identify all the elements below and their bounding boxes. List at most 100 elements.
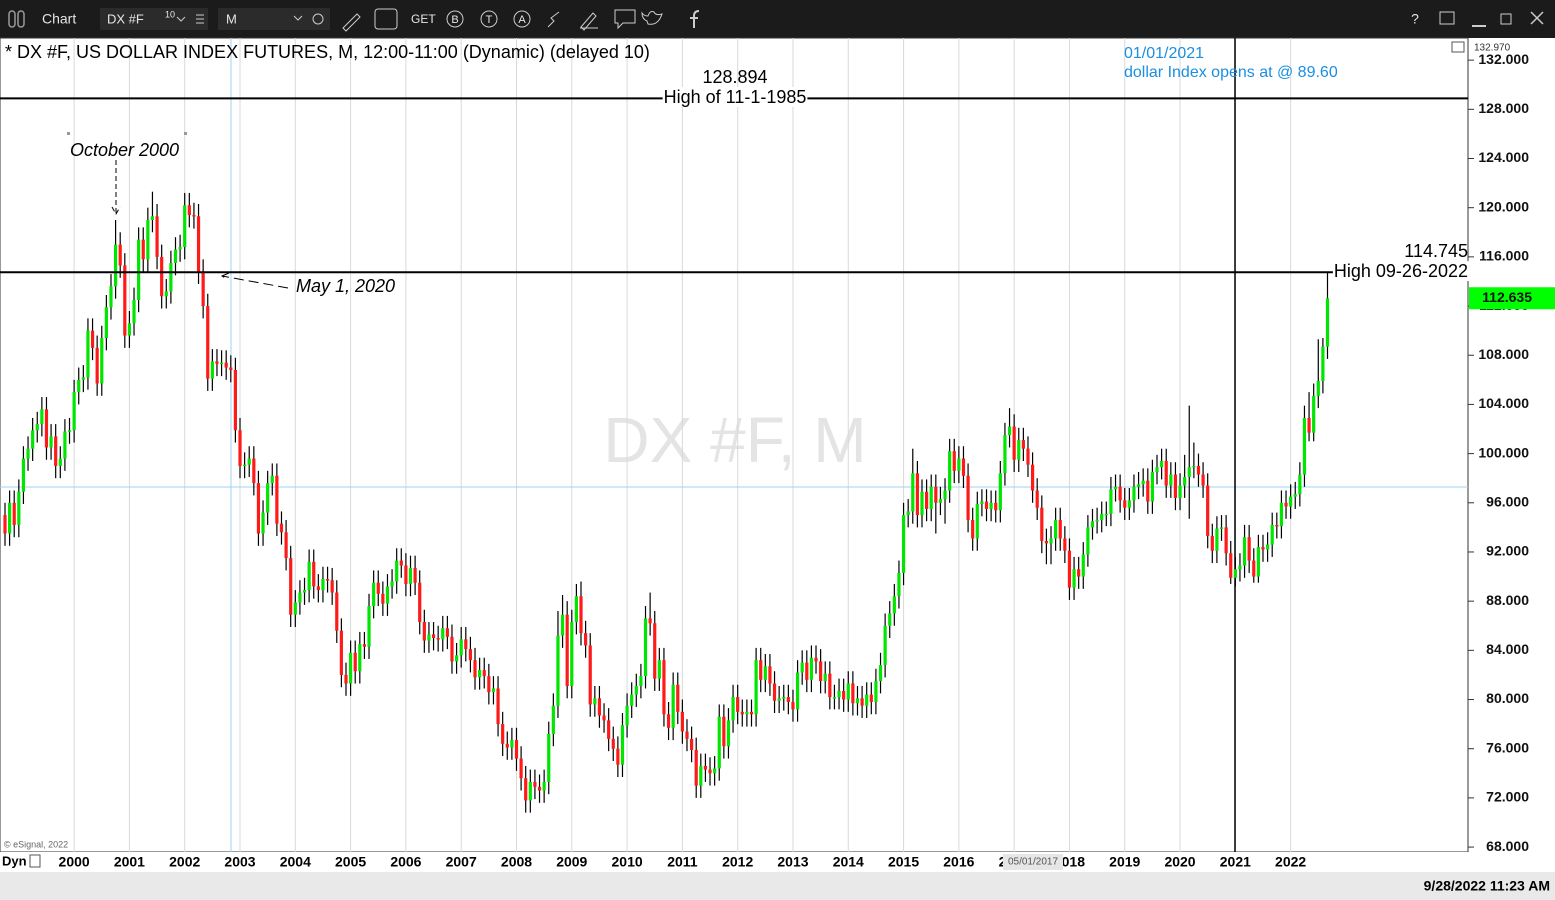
bar-body [1206, 485, 1210, 536]
twitter-icon[interactable] [641, 11, 663, 25]
bar-body [261, 512, 265, 534]
bar-body [1192, 465, 1196, 468]
bar-body [593, 698, 597, 705]
y-tick-label: 104.000 [1478, 395, 1529, 411]
bar-body [975, 504, 979, 539]
bar-body [12, 502, 16, 525]
x-tick-label: 2010 [612, 854, 643, 870]
bar-body [459, 639, 463, 656]
bar-body [344, 674, 348, 684]
mode-label[interactable]: Dyn [2, 853, 27, 868]
bar-body [238, 430, 242, 466]
button-ring[interactable] [446, 10, 464, 28]
bar-body [855, 698, 860, 704]
x-tick-label: 2019 [1109, 854, 1140, 870]
bar-body [943, 490, 947, 500]
draw-icon[interactable] [342, 13, 361, 32]
bar-body [473, 660, 477, 678]
bar-body [934, 486, 938, 503]
bar-body [809, 657, 814, 680]
bar-body [31, 430, 35, 449]
button-ring[interactable] [513, 10, 531, 28]
bar-body [754, 660, 758, 715]
interval[interactable]: M [226, 11, 237, 26]
bar-body [1003, 435, 1007, 474]
bar-body [1049, 538, 1053, 544]
window-title: Chart [42, 11, 76, 27]
facebook-icon[interactable] [690, 10, 700, 28]
bar-body [132, 299, 136, 324]
x-tick-label: 2011 [667, 854, 698, 870]
panel-button[interactable] [1451, 41, 1465, 53]
dropdown-arrow[interactable] [293, 15, 303, 21]
bar-body [948, 451, 952, 491]
y-tick-label: 88.000 [1486, 592, 1529, 608]
bar-body [653, 623, 657, 679]
bar-body [104, 307, 108, 339]
x-axis [0, 852, 1555, 872]
bar-body [1307, 417, 1311, 433]
button-ring[interactable] [480, 10, 498, 28]
bar-body [81, 377, 85, 380]
clock-icon[interactable] [312, 13, 324, 25]
bar-body [146, 219, 150, 260]
bar-body [127, 323, 132, 336]
bar-body [713, 768, 717, 774]
window-button[interactable] [1439, 11, 1455, 25]
cursor-date-box [1003, 854, 1063, 870]
bar-body [971, 520, 975, 539]
bar-body [860, 698, 864, 706]
close-button[interactable] [1530, 11, 1544, 25]
menu-icon[interactable] [196, 14, 204, 24]
help-button[interactable]: ? [1411, 11, 1419, 27]
bar-body [1118, 486, 1122, 501]
study-icon[interactable] [374, 8, 398, 30]
lock-icon[interactable] [29, 854, 41, 868]
comment-icon[interactable] [614, 9, 636, 30]
bar-body [224, 362, 228, 368]
interval-box[interactable] [218, 8, 330, 30]
bar-body [1215, 528, 1219, 551]
y-tick-label: 96.000 [1486, 493, 1529, 509]
level-label: High 09-26-2022 [1334, 261, 1468, 281]
bar-body [215, 361, 219, 364]
bar-body [118, 244, 122, 266]
tool-icon[interactable] [547, 11, 560, 28]
bar-body [164, 291, 168, 297]
bar-body [1279, 502, 1284, 527]
bar-body [726, 720, 731, 747]
timestamp: 9/28/2022 11:23 AM [1424, 878, 1550, 894]
bar-body [574, 596, 578, 623]
toolbar-button[interactable]: T [486, 14, 493, 26]
bar-body [1012, 426, 1016, 460]
arrow [111, 160, 121, 216]
toolbar-button[interactable]: A [518, 14, 526, 26]
note: 01/01/2021 [1124, 45, 1204, 62]
note: October 2000 [70, 140, 179, 160]
bar-body [123, 265, 127, 336]
bar-body [1173, 474, 1178, 498]
bar-body [874, 681, 878, 702]
x-tick-label: 2008 [501, 854, 532, 870]
symbol-box[interactable] [100, 8, 208, 30]
x-tick-label: 2009 [556, 854, 587, 870]
toolbar-button[interactable]: GET [411, 12, 436, 26]
bar-body [335, 592, 339, 631]
bar-body [625, 705, 629, 726]
bar-body [1238, 565, 1242, 570]
bar-body [542, 781, 546, 791]
restore-button[interactable] [1500, 13, 1512, 25]
toolbar-button[interactable]: B [451, 14, 458, 26]
dropdown-arrow[interactable] [176, 16, 186, 22]
bar-body [1141, 480, 1145, 485]
edit-icon[interactable] [580, 12, 598, 31]
y-tick-label: 76.000 [1486, 739, 1529, 755]
y-tick-label: 124.000 [1478, 149, 1529, 165]
bar-body [519, 758, 523, 779]
bar-body [1150, 472, 1154, 502]
bar-body [1155, 467, 1159, 473]
symbol[interactable]: DX #F [107, 11, 144, 26]
bar-body [823, 673, 827, 682]
bar-body [1160, 460, 1164, 468]
bar-body [777, 698, 781, 701]
